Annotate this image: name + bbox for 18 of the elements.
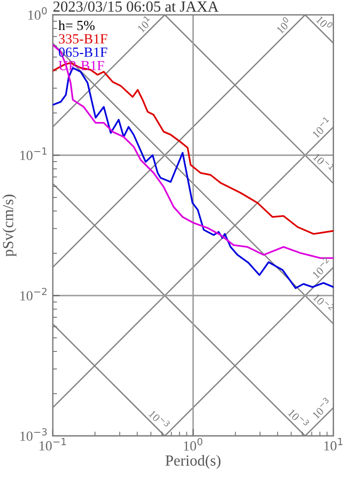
annotation: 10$^{0}$ — [274, 16, 292, 34]
chart-title: 2023/03/15 06:05 at JAXA — [53, 1, 219, 12]
series-label: 335-B1F — [58, 34, 108, 44]
y-axis-title: pSv(cm/s) — [2, 194, 16, 257]
x-tick-label: 10$^{1}$ — [324, 438, 342, 451]
x-tick-label: 10$^{0}$ — [184, 438, 202, 451]
y-tick-label: 10$^{−2}$ — [20, 288, 47, 301]
annotation: 10$^{−2}$ — [310, 256, 332, 279]
annotation: 10$^{−3}$ — [288, 406, 310, 430]
y-tick-label: 10$^{0}$ — [28, 7, 47, 20]
annotation: 10$^{−3}$ — [148, 408, 170, 430]
annotation: 10$^{0}$ — [316, 14, 334, 32]
y-tick-label: 10$^{−1}$ — [20, 148, 47, 160]
x-axis-title: Period(s) — [166, 454, 220, 469]
annotation: 10$^{−1}$ — [310, 116, 332, 138]
annotation: 10$^{−3}$ — [310, 397, 332, 420]
legend-title: h= 5% — [58, 20, 95, 30]
annotation: 10$^{1}$ — [135, 15, 153, 33]
